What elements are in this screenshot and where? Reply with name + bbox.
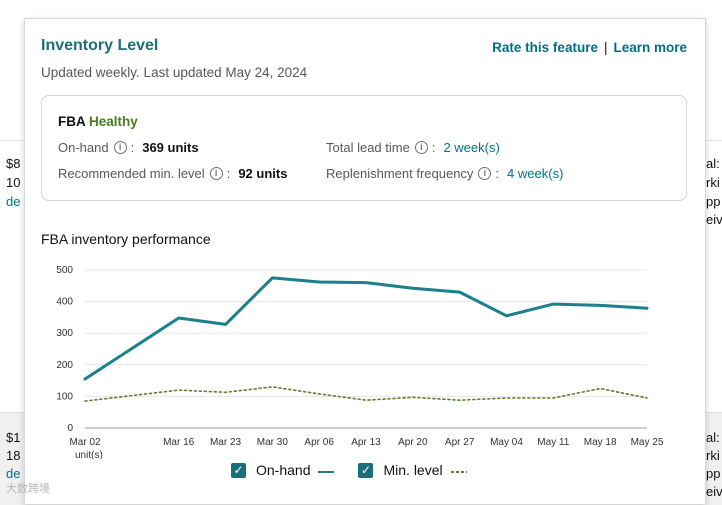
y-tick-label: 100 xyxy=(56,391,73,402)
info-icon[interactable]: i xyxy=(209,167,223,180)
series-line-min-level xyxy=(84,386,648,402)
x-tick-label: May 18 xyxy=(584,437,617,448)
x-tick-label: May 04 xyxy=(490,437,523,448)
lead-time-metric: Total lead time i : 2 week(s) xyxy=(326,140,500,155)
chart-title: FBA inventory performance xyxy=(41,231,211,247)
min-level-metric: Recommended min. level i : 92 units xyxy=(58,166,288,181)
background-price-fragment: $8 xyxy=(6,156,21,171)
background-text-fragment: rki xyxy=(706,175,720,190)
x-tick-label: Apr 20 xyxy=(398,437,428,448)
background-text-fragment: eiv xyxy=(706,212,722,227)
link-separator: | xyxy=(603,40,608,55)
lead-time-label: Total lead time xyxy=(326,140,410,155)
replenishment-value[interactable]: 4 week(s) xyxy=(507,166,564,181)
legend-on-hand-swatch xyxy=(318,471,335,473)
info-icon[interactable]: i xyxy=(414,141,428,154)
x-tick-label: Mar 23 xyxy=(210,437,242,448)
min-level-value: 92 units xyxy=(238,166,288,181)
checkbox-checked-icon[interactable]: ✓ xyxy=(358,462,374,478)
on-hand-label: On-hand xyxy=(58,140,109,155)
background-text-fragment: 10 xyxy=(6,175,21,190)
on-hand-value: 369 units xyxy=(142,140,199,155)
replenishment-label: Replenishment frequency xyxy=(326,166,474,181)
fba-health-status: Healthy xyxy=(89,114,138,129)
y-tick-label: 500 xyxy=(56,265,73,276)
inventory-level-popover: Inventory Level Updated weekly. Last upd… xyxy=(24,18,706,504)
last-updated-text: Updated weekly. Last updated May 24, 202… xyxy=(41,65,308,80)
y-tick-label: 400 xyxy=(56,297,73,308)
y-tick-label: 300 xyxy=(56,328,73,339)
legend-min-level[interactable]: ✓ Min. level xyxy=(358,462,467,478)
x-tick-label: Mar 02 xyxy=(69,437,101,448)
rate-feature-link[interactable]: Rate this feature xyxy=(492,40,598,55)
fba-status-line: FBA Healthy xyxy=(58,114,138,129)
min-level-label: Recommended min. level xyxy=(58,166,205,181)
learn-more-link[interactable]: Learn more xyxy=(613,40,687,55)
background-text-fragment: rki xyxy=(706,448,720,463)
legend-min-level-label: Min. level xyxy=(383,462,443,478)
x-tick-label: Mar 30 xyxy=(257,437,289,448)
background-text-fragment: al: xyxy=(706,156,720,171)
x-tick-label: Apr 13 xyxy=(351,437,381,448)
x-tick-label: Mar 16 xyxy=(163,437,195,448)
x-tick-label: May 11 xyxy=(537,437,569,448)
x-tick-label: Apr 06 xyxy=(304,437,334,448)
y-tick-label: 200 xyxy=(56,360,73,371)
legend-min-level-swatch xyxy=(450,471,467,473)
x-tick-label: May 25 xyxy=(631,437,664,448)
on-hand-metric: On-hand i : 369 units xyxy=(58,140,199,155)
series-line-on-hand xyxy=(83,276,649,381)
background-text-fragment: pp xyxy=(706,466,721,481)
info-icon[interactable]: i xyxy=(113,141,127,154)
y-tick-label: 0 xyxy=(67,423,73,434)
background-text-fragment: 18 xyxy=(6,448,21,463)
legend-on-hand-label: On-hand xyxy=(256,462,311,478)
checkbox-checked-icon[interactable]: ✓ xyxy=(231,462,246,478)
legend-on-hand[interactable]: ✓ On-hand xyxy=(231,462,335,478)
lead-time-value[interactable]: 2 week(s) xyxy=(443,140,500,155)
replenishment-metric: Replenishment frequency i : 4 week(s) xyxy=(326,166,564,181)
background-text-fragment: al: xyxy=(706,430,720,445)
background-link-fragment[interactable]: de xyxy=(6,466,21,481)
fba-label: FBA xyxy=(58,114,86,129)
watermark: 大数跨境 xyxy=(6,483,50,495)
background-text-fragment: pp xyxy=(706,194,721,209)
y-unit-label: unit(s) xyxy=(75,450,103,459)
background-text-fragment: eiv xyxy=(706,484,722,499)
header-links: Rate this feature | Learn more xyxy=(492,40,687,55)
background-price-fragment: $1 xyxy=(6,430,21,445)
inventory-performance-chart: 0 100 200 300 400 500 Mar 02 Mar 16 Mar 23 Mar 30… xyxy=(56,265,664,459)
x-tick-label: Apr 27 xyxy=(445,437,475,448)
popover-title: Inventory Level xyxy=(41,37,159,54)
info-icon[interactable]: i xyxy=(478,167,492,180)
background-link-fragment[interactable]: de xyxy=(6,194,21,209)
chart-legend: ✓ On-hand ✓ Min. level xyxy=(231,462,491,478)
inventory-summary-box: FBA Healthy On-hand i : 369 units Recomm… xyxy=(41,95,687,201)
